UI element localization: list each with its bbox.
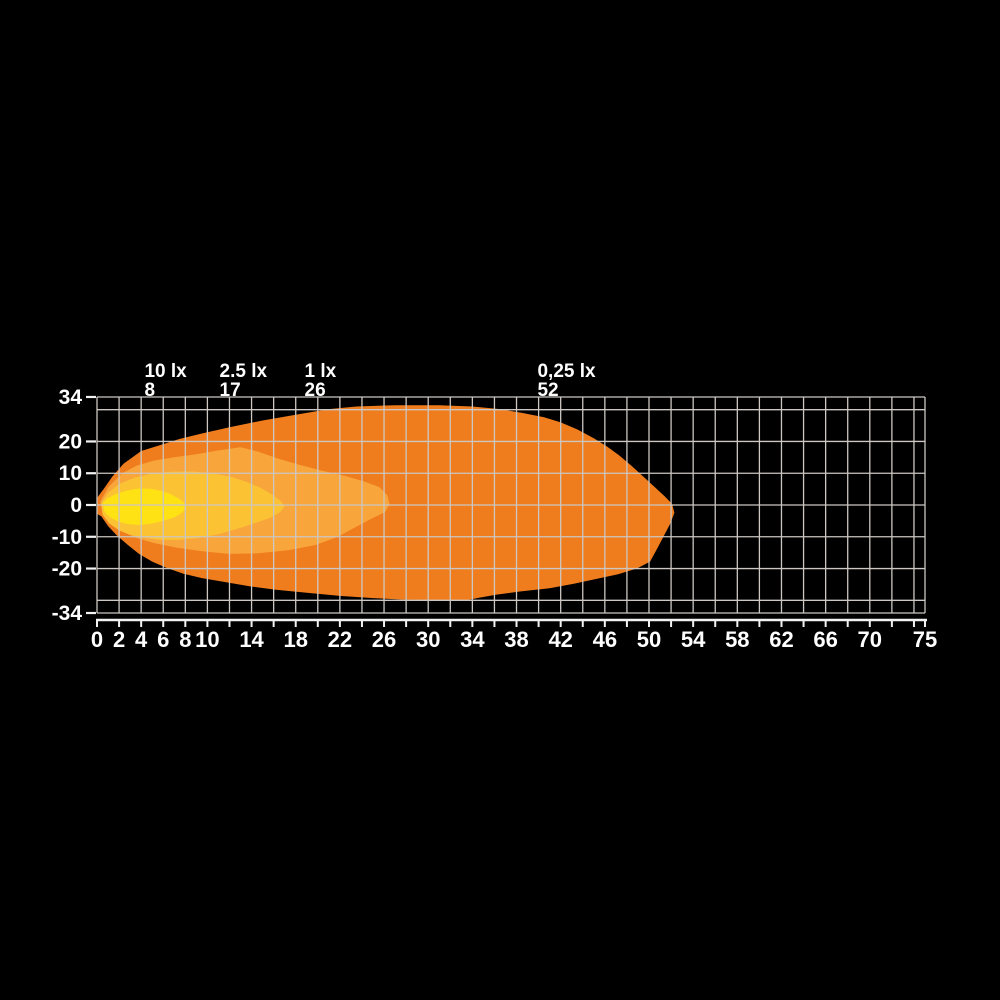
- x-tick-label: 0: [91, 627, 103, 652]
- isolux-label-distance: 8: [144, 380, 155, 401]
- x-tick-label: 58: [725, 627, 749, 652]
- isolux-label-lux: 2.5 lx: [220, 361, 268, 382]
- x-tick-label: 34: [460, 627, 485, 652]
- y-tick-label: -34: [52, 602, 83, 625]
- x-tick-label: 8: [179, 627, 191, 652]
- y-tick-label: 34: [59, 386, 83, 409]
- y-tick-label: -10: [52, 526, 82, 549]
- x-tick-label: 30: [416, 627, 440, 652]
- y-tick-label: -20: [52, 558, 82, 581]
- x-tick-label: 10: [195, 627, 219, 652]
- x-tick-label: 22: [328, 627, 352, 652]
- isolux-region-8m: [102, 488, 187, 525]
- isolux-label-lux: 0,25 lx: [537, 361, 596, 382]
- isolux-label-distance: 17: [220, 380, 241, 401]
- y-tick-label: 10: [59, 462, 82, 485]
- x-tick-label: 6: [157, 627, 169, 652]
- x-tick-label: 2: [113, 627, 125, 652]
- y-tick-label: 20: [59, 430, 82, 453]
- x-tick-label: 42: [548, 627, 572, 652]
- x-tick-label: 38: [504, 627, 528, 652]
- x-tick-label: 70: [858, 627, 882, 652]
- isolux-label-lux: 1 lx: [305, 361, 337, 382]
- isolux-label-distance: 52: [537, 380, 558, 401]
- x-tick-label: 4: [135, 627, 148, 652]
- isolux-label-distance: 26: [305, 380, 326, 401]
- x-tick-label: 14: [239, 627, 264, 652]
- x-tick-label: 66: [813, 627, 837, 652]
- x-tick-label: 54: [681, 627, 706, 652]
- isolux-label-lux: 10 lx: [144, 361, 187, 382]
- x-tick-label: 50: [637, 627, 661, 652]
- x-tick-label: 62: [769, 627, 793, 652]
- x-tick-label: 18: [283, 627, 307, 652]
- x-tick-label: 46: [593, 627, 617, 652]
- x-tick-label: 26: [372, 627, 396, 652]
- x-tick-label: 75: [913, 627, 937, 652]
- y-tick-label: 0: [70, 494, 82, 517]
